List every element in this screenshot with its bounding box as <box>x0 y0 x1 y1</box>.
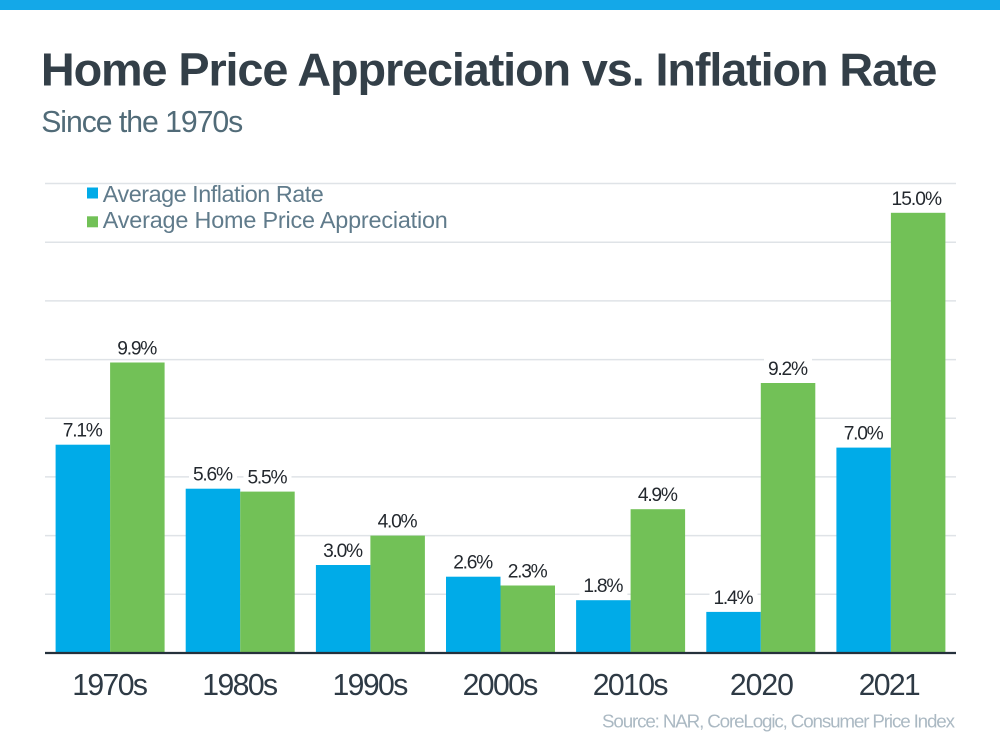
svg-text:7.1%: 7.1% <box>63 421 103 442</box>
svg-text:Home Price Appreciation vs. In: Home Price Appreciation vs. Inflation Ra… <box>41 43 938 95</box>
svg-text:5.5%: 5.5% <box>248 468 288 489</box>
svg-text:Since the 1970s: Since the 1970s <box>41 106 243 139</box>
svg-text:1.8%: 1.8% <box>583 576 623 597</box>
svg-text:1970s: 1970s <box>72 669 148 702</box>
svg-text:2010s: 2010s <box>593 669 669 702</box>
svg-text:2.6%: 2.6% <box>453 553 493 574</box>
svg-text:1990s: 1990s <box>333 669 409 702</box>
svg-text:5.6%: 5.6% <box>193 465 233 486</box>
svg-text:1.4%: 1.4% <box>714 588 754 609</box>
svg-text:15.0%: 15.0% <box>892 189 943 210</box>
svg-text:Source: NAR, CoreLogic, Consum: Source: NAR, CoreLogic, Consumer Price I… <box>602 711 956 732</box>
svg-text:2021: 2021 <box>859 669 921 702</box>
svg-text:2.3%: 2.3% <box>508 562 548 583</box>
svg-text:4.0%: 4.0% <box>378 512 418 533</box>
svg-text:2000s: 2000s <box>463 669 539 702</box>
svg-text:Average Inflation Rate: Average Inflation Rate <box>103 181 324 207</box>
svg-text:Average Home Price Appreciatio: Average Home Price Appreciation <box>103 207 448 233</box>
svg-text:3.0%: 3.0% <box>323 541 363 562</box>
svg-text:1980s: 1980s <box>202 669 278 702</box>
svg-text:9.2%: 9.2% <box>768 359 808 380</box>
svg-text:7.0%: 7.0% <box>844 424 884 445</box>
svg-text:9.9%: 9.9% <box>117 339 157 360</box>
svg-text:2020: 2020 <box>730 669 794 702</box>
svg-text:4.9%: 4.9% <box>638 485 678 506</box>
